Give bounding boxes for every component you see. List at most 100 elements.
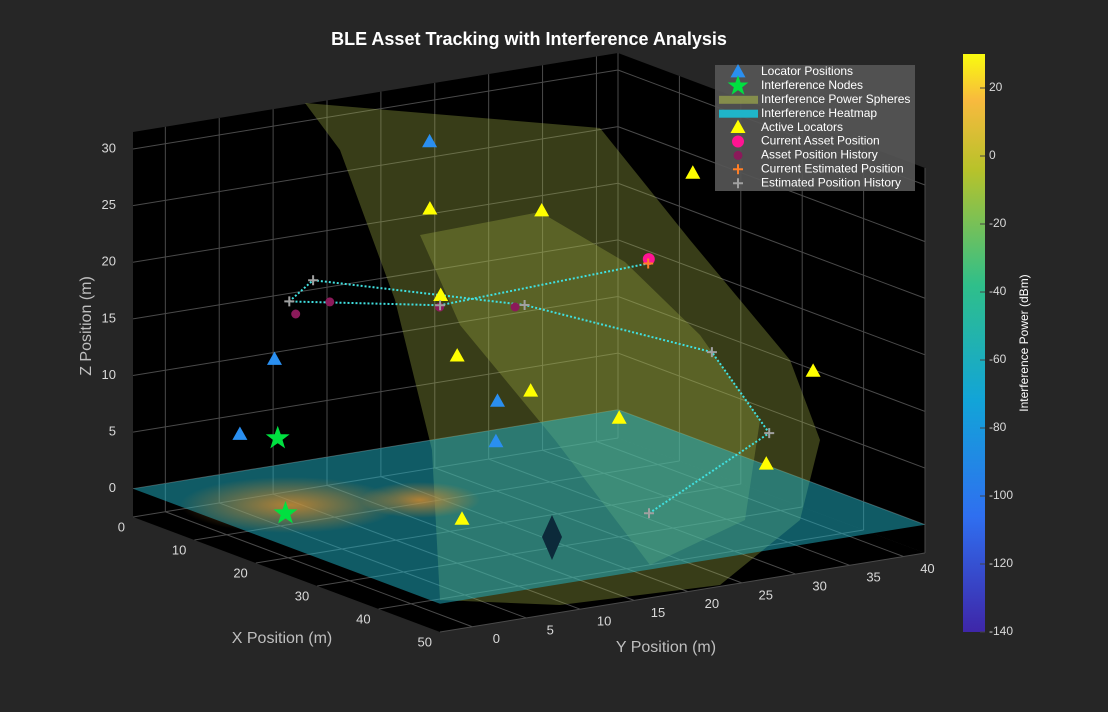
colorbar-tick-label: -140 [989,624,1013,638]
x-tick-label: 40 [356,611,370,626]
z-axis-label: Z Position (m) [78,276,95,376]
legend-label: Current Estimated Position [761,161,904,175]
chart-title: BLE Asset Tracking with Interference Ana… [331,29,727,49]
grid-line [165,511,473,628]
colorbar-tick-label: 20 [989,80,1003,94]
y-tick-label: 5 [547,622,554,637]
legend-swatch [719,95,758,104]
data-point [454,511,470,525]
data-point [291,309,301,319]
y-tick-label: 0 [493,631,500,646]
grid-line [132,182,619,263]
data-point [488,433,504,448]
colorbar-label: Interference Power (dBm) [1017,274,1031,411]
legend-symbol [733,164,743,175]
x-tick-label: 20 [233,565,247,580]
grid-line [132,295,619,376]
data-point [325,297,335,307]
z-tick-label: 10 [102,367,116,382]
x-tick-label: 50 [418,634,432,649]
grid-line [439,552,926,633]
heatmap-dip [542,515,562,560]
heatmap-hotspot [360,482,480,518]
data-point [273,500,298,524]
colorbar [963,54,985,632]
legend-symbol [730,119,746,133]
trajectory-line [286,262,771,515]
y-tick-label: 25 [759,587,773,602]
legend-label: Asset Position History [761,148,878,162]
colorbar-tick-label: -40 [989,284,1007,298]
grid-line [132,239,619,320]
colorbar-tick-label: -60 [989,352,1007,366]
grid-line [132,69,619,150]
data-point [685,165,701,179]
data-point [232,426,248,440]
y-tick-label: 30 [812,579,826,594]
colorbar-tick-label: -100 [989,488,1013,502]
grid-line [617,182,926,299]
data-point [534,202,550,217]
data-point [643,258,654,269]
z-tick-label: 30 [102,140,116,155]
legend-box [715,65,915,191]
data-point [519,300,530,310]
y-tick-label: 20 [705,596,719,611]
data-point [308,275,319,286]
heatmap-surface [133,409,925,604]
data-point [449,348,465,362]
data-point [422,201,438,215]
x-tick-label: 0 [118,519,125,534]
y-tick-label: 35 [866,570,880,585]
data-point [764,428,775,439]
x-tick-label: 30 [295,588,309,603]
x-tick-label: 10 [172,542,186,557]
data-point [510,302,520,312]
colorbar-tick-label: -120 [989,556,1013,570]
grid-line [617,295,926,412]
grid-line [132,126,619,207]
legend-symbol [733,150,743,160]
legend-swatch [719,109,758,118]
z-tick-label: 5 [109,424,116,439]
data-point [611,410,627,424]
data-point [805,363,821,377]
data-point [644,508,654,519]
legend-symbol [731,135,745,148]
z-tick-label: 20 [102,254,116,269]
legend-symbol [727,75,749,95]
grid-line [132,352,619,433]
legend-label: Active Locators [761,120,843,134]
data-point [265,425,290,449]
legend-label: Estimated Position History [761,175,901,189]
data-point [435,300,446,311]
data-point [706,347,717,358]
legend-label: Interference Nodes [761,78,863,92]
y-tick-label: 10 [597,614,611,629]
legend-label: Locator Positions [761,64,853,78]
y-tick-label: 15 [651,605,665,620]
y-tick-label: 40 [920,561,934,576]
grid-line [617,239,926,356]
legend-label: Interference Heatmap [761,106,877,120]
data-point [266,351,283,365]
data-point [489,393,506,407]
z-tick-label: 15 [102,310,116,325]
data-point [284,296,295,307]
legend-label: Interference Power Spheres [761,92,910,106]
data-point [758,456,774,470]
legend-label: Current Asset Position [761,134,880,148]
colorbar-tick-label: -80 [989,420,1007,434]
y-axis-label: Y Position (m) [616,639,716,656]
data-point [422,133,438,148]
x-axis-label: X Position (m) [232,630,332,647]
heatmap-hotspot [180,477,400,533]
z-tick-label: 25 [102,197,116,212]
colorbar-tick-label: 0 [989,148,996,162]
data-point [523,383,539,397]
grid-line [617,352,926,469]
legend-symbol [733,178,743,189]
z-tick-label: 0 [109,480,116,495]
colorbar-tick-label: -20 [989,216,1007,230]
